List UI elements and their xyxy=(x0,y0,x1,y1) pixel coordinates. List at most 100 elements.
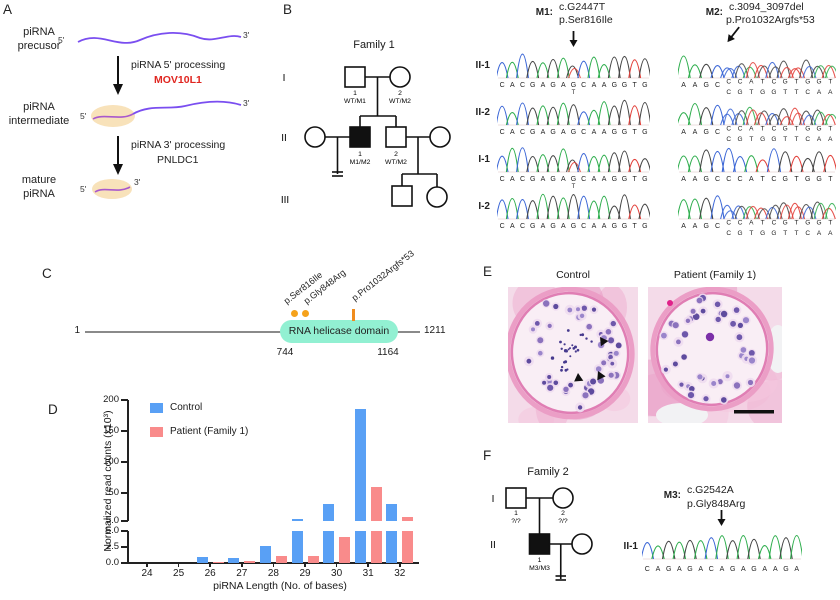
svg-text:1: 1 xyxy=(538,557,542,564)
domain-start: 744 xyxy=(276,347,294,358)
svg-text:C: C xyxy=(738,79,743,86)
generation-II: II xyxy=(281,133,287,144)
svg-text:G: G xyxy=(738,136,743,143)
family1-pedigree: I II III 1 WT/M1 2 WT/M2 1 M1/M2 2 WT/M2 xyxy=(281,66,451,208)
svg-text:G: G xyxy=(783,220,788,227)
family1-title: Family 1 xyxy=(353,39,395,51)
svg-text:A: A xyxy=(561,176,566,183)
legend-swatch-control xyxy=(150,403,163,413)
svg-text:T: T xyxy=(795,136,799,143)
svg-text:G: G xyxy=(703,223,708,230)
svg-text:G: G xyxy=(817,79,822,86)
m3-mutation-cdna: c.G2542A xyxy=(687,484,734,496)
svg-text:T: T xyxy=(761,176,766,183)
genotype-I-2: WT/M2 xyxy=(389,98,411,105)
svg-text:G: G xyxy=(703,176,708,183)
svg-text:A: A xyxy=(510,82,515,89)
x-tick xyxy=(146,563,148,567)
m2-mutation-cdna: c.3094_3097del xyxy=(729,1,804,13)
y-tick-label: 150 xyxy=(103,425,119,437)
svg-text:C: C xyxy=(726,89,731,96)
svg-text:C: C xyxy=(520,223,525,230)
svg-text:1: 1 xyxy=(358,151,362,158)
mature-protein-oval xyxy=(92,179,132,199)
svg-text:G: G xyxy=(783,126,788,133)
svg-text:T: T xyxy=(828,220,832,227)
svg-text:T: T xyxy=(783,230,787,237)
pedigree-male-I-1 xyxy=(344,66,366,88)
svg-text:T: T xyxy=(761,220,765,227)
legend-swatch-patient xyxy=(150,427,163,437)
svg-text:A: A xyxy=(749,126,754,133)
pedigree-female-I-2 xyxy=(389,66,411,88)
pedigree-affected-male-F-II-1 xyxy=(528,533,551,555)
processing-step-1-text: piRNA 5' processing xyxy=(131,59,226,71)
bar-control-29-upper xyxy=(291,519,303,521)
control-histology-image xyxy=(508,287,638,423)
svg-text:T: T xyxy=(795,230,799,237)
svg-text:A: A xyxy=(592,82,597,89)
svg-text:T: T xyxy=(761,126,765,133)
y-tick xyxy=(121,399,128,401)
svg-text:G: G xyxy=(703,129,708,136)
panel-d-label: D xyxy=(48,402,58,417)
x-tick xyxy=(209,563,211,567)
y-tick-label: 100 xyxy=(103,456,119,468)
genotype-F-II-1: M3/M3 xyxy=(529,565,550,572)
svg-text:C: C xyxy=(726,230,731,237)
five-prime-label: 5' xyxy=(80,111,87,121)
bar-patient-family-1--26 xyxy=(212,561,224,563)
three-prime-label: 3' xyxy=(243,30,250,40)
m3-name: M3: xyxy=(663,490,681,501)
svg-text:T: T xyxy=(633,223,638,230)
svg-text:C: C xyxy=(500,223,505,230)
m2-mutation-protein: p.Pro1032Argfs*53 xyxy=(726,14,815,26)
generation-I: I xyxy=(283,73,286,84)
svg-text:G: G xyxy=(730,566,735,573)
svg-text:A: A xyxy=(762,566,767,573)
svg-text:A: A xyxy=(693,129,698,136)
svg-text:A: A xyxy=(656,566,661,573)
x-tick-label: 30 xyxy=(331,568,343,579)
svg-text:G: G xyxy=(805,220,810,227)
scale-bar xyxy=(734,410,774,414)
bar-patient-family-1--32 xyxy=(402,531,414,563)
svg-text:T: T xyxy=(828,79,832,86)
pedigree-female-F-I-2 xyxy=(552,487,574,509)
bar-patient-family-1--27 xyxy=(244,560,256,563)
svg-text:G: G xyxy=(687,566,692,573)
svg-text:A: A xyxy=(720,566,725,573)
bar-control-28 xyxy=(259,545,271,563)
svg-text:A: A xyxy=(510,176,515,183)
svg-text:C: C xyxy=(581,223,586,230)
svg-text:A: A xyxy=(741,566,746,573)
svg-text:1: 1 xyxy=(353,90,357,97)
bar-control-30 xyxy=(323,531,335,563)
y-tick xyxy=(121,492,128,494)
genotype-II-2: WT/M2 xyxy=(385,159,407,166)
svg-text:G: G xyxy=(805,79,810,86)
genotype-F-I-1: ?/? xyxy=(511,518,521,525)
panel-b-label: B xyxy=(283,2,293,17)
svg-text:G: G xyxy=(571,129,576,136)
svg-text:G: G xyxy=(760,136,765,143)
svg-text:A: A xyxy=(561,82,566,89)
svg-text:2: 2 xyxy=(394,151,398,158)
svg-text:C: C xyxy=(581,176,586,183)
svg-text:A: A xyxy=(602,176,607,183)
svg-text:T: T xyxy=(749,136,753,143)
bar-patient-family-1--31-upper xyxy=(370,486,382,521)
legend-label-control: Control xyxy=(170,401,203,413)
svg-text:A: A xyxy=(592,176,597,183)
svg-text:C: C xyxy=(772,79,777,86)
svg-text:A: A xyxy=(681,82,686,89)
row-label-I-2: I-2 xyxy=(478,201,490,212)
m1-mutation-arrow xyxy=(569,31,578,47)
x-tick xyxy=(304,563,306,567)
pedigree-female-spouse xyxy=(304,126,326,148)
